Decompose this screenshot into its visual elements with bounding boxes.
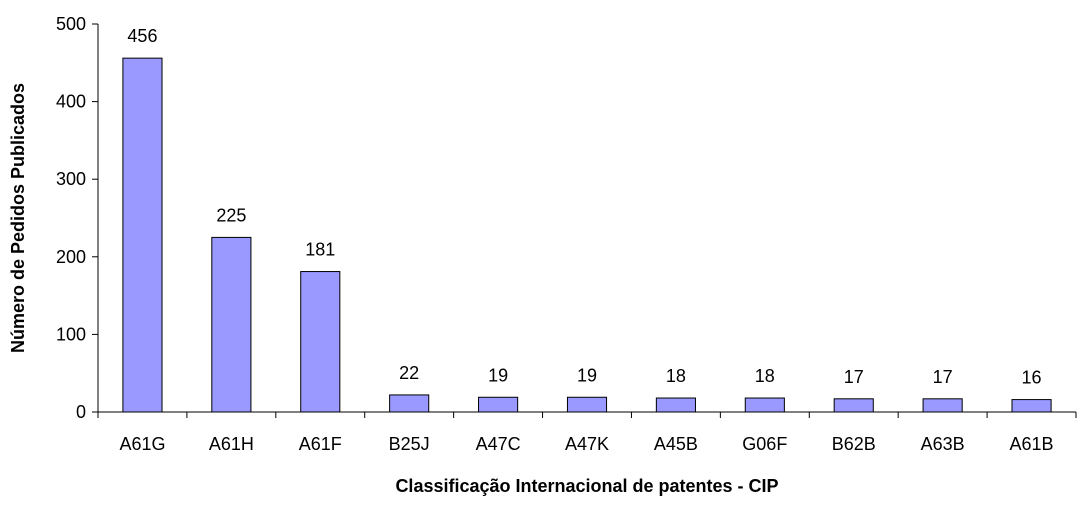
x-axis-title: Classificação Internacional de patentes … bbox=[395, 476, 778, 496]
bar-b62b bbox=[834, 399, 873, 412]
data-label-a61b: 16 bbox=[1022, 368, 1042, 388]
x-ticks-group: A61G A61H A61F B25J A47C A47K A45B G06F B62B A63B… bbox=[98, 412, 1076, 454]
data-label-a61f: 181 bbox=[305, 240, 335, 260]
x-tick-label: A63B bbox=[921, 434, 965, 454]
data-label-a45b: 18 bbox=[666, 366, 686, 386]
bar-a61h bbox=[212, 237, 251, 412]
x-tick-label: A61F bbox=[299, 434, 342, 454]
bar-b25j bbox=[390, 395, 429, 412]
bars-group bbox=[123, 58, 1051, 412]
bar-a47k bbox=[567, 397, 606, 412]
data-label-a63b: 17 bbox=[933, 367, 953, 387]
x-tick-label: A61G bbox=[119, 434, 165, 454]
y-tick-label: 500 bbox=[56, 14, 86, 34]
data-label-b25j: 22 bbox=[399, 363, 419, 383]
bar-a47c bbox=[479, 397, 518, 412]
data-label-g06f: 18 bbox=[755, 366, 775, 386]
bar-a61g bbox=[123, 58, 162, 412]
data-labels-group: 456 225 181 22 19 19 18 18 17 17 16 bbox=[127, 26, 1041, 387]
data-label-a61h: 225 bbox=[216, 205, 246, 225]
x-tick-label: B25J bbox=[389, 434, 430, 454]
bar-g06f bbox=[745, 398, 784, 412]
data-label-a47c: 19 bbox=[488, 365, 508, 385]
y-tick-label: 300 bbox=[56, 169, 86, 189]
x-tick-label: A61H bbox=[209, 434, 254, 454]
bar-a61f bbox=[301, 272, 340, 412]
y-tick-label: 100 bbox=[56, 324, 86, 344]
y-tick-label: 200 bbox=[56, 247, 86, 267]
y-tick-label: 0 bbox=[76, 402, 86, 422]
x-tick-label: A47C bbox=[476, 434, 521, 454]
y-tick-label: 400 bbox=[56, 92, 86, 112]
x-tick-label: A47K bbox=[565, 434, 609, 454]
x-tick-label: A45B bbox=[654, 434, 698, 454]
x-tick-label: B62B bbox=[832, 434, 876, 454]
data-label-a47k: 19 bbox=[577, 365, 597, 385]
y-axis-title: Número de Pedidos Publicados bbox=[8, 83, 28, 353]
bar-a61b bbox=[1012, 400, 1051, 412]
bar-a45b bbox=[656, 398, 695, 412]
x-tick-label: G06F bbox=[742, 434, 787, 454]
bar-a63b bbox=[923, 399, 962, 412]
x-tick-label: A61B bbox=[1010, 434, 1054, 454]
y-ticks-group: 0 100 200 300 400 500 bbox=[56, 14, 98, 422]
data-label-b62b: 17 bbox=[844, 367, 864, 387]
data-label-a61g: 456 bbox=[127, 26, 157, 46]
